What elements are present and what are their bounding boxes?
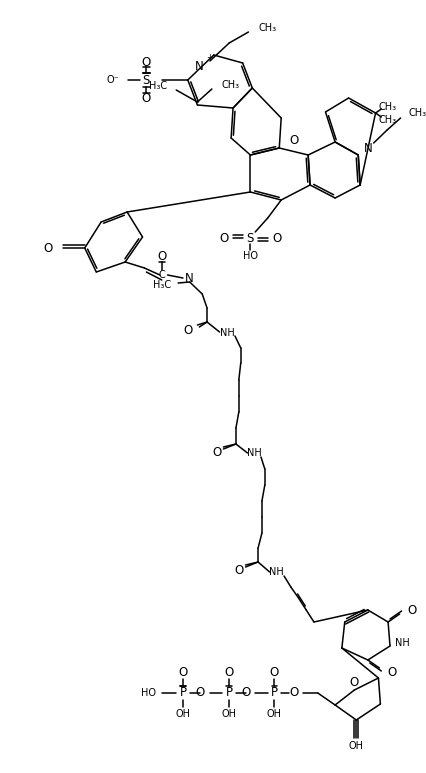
Text: CH₃: CH₃ xyxy=(407,108,426,118)
Text: O: O xyxy=(386,666,395,679)
Text: N: N xyxy=(195,60,203,73)
Text: O: O xyxy=(224,666,233,679)
Text: CH₃: CH₃ xyxy=(377,102,396,112)
Text: N: N xyxy=(185,271,194,284)
Text: NH: NH xyxy=(268,567,283,577)
Text: O: O xyxy=(241,686,250,700)
Text: CH₃: CH₃ xyxy=(377,115,396,125)
Text: O: O xyxy=(183,323,192,336)
Text: OH: OH xyxy=(221,709,236,719)
Text: O: O xyxy=(349,676,358,689)
Text: O: O xyxy=(43,241,53,254)
Text: O: O xyxy=(288,686,298,700)
Text: O: O xyxy=(196,686,204,700)
Text: O: O xyxy=(157,250,166,263)
Text: O: O xyxy=(141,91,151,104)
Text: O: O xyxy=(219,231,227,244)
Text: CH₃: CH₃ xyxy=(257,23,276,33)
Text: NH: NH xyxy=(394,638,409,648)
Text: NH: NH xyxy=(219,328,234,338)
Text: O: O xyxy=(406,604,416,617)
Text: P: P xyxy=(271,686,277,700)
Text: OH: OH xyxy=(348,741,363,751)
Text: OH: OH xyxy=(175,709,190,719)
Text: O: O xyxy=(178,666,187,679)
Text: O: O xyxy=(141,56,151,69)
Text: CH₃: CH₃ xyxy=(221,80,239,90)
Text: O: O xyxy=(272,231,281,244)
Text: O: O xyxy=(234,564,243,577)
Text: O: O xyxy=(212,445,221,458)
Text: HO: HO xyxy=(242,251,257,261)
Text: S: S xyxy=(142,73,150,87)
Text: NH: NH xyxy=(246,448,261,458)
Text: P: P xyxy=(225,686,232,700)
Text: C: C xyxy=(158,270,165,280)
Text: S: S xyxy=(246,231,253,244)
Text: +: + xyxy=(206,53,213,62)
Text: O⁻: O⁻ xyxy=(106,75,119,85)
Text: H₃C: H₃C xyxy=(153,280,171,290)
Text: H₃C: H₃C xyxy=(149,81,167,91)
Text: O: O xyxy=(269,666,279,679)
Text: N: N xyxy=(363,141,371,155)
Text: OH: OH xyxy=(266,709,281,719)
Text: P: P xyxy=(179,686,186,700)
Text: O: O xyxy=(288,134,298,147)
Text: HO: HO xyxy=(141,688,155,698)
